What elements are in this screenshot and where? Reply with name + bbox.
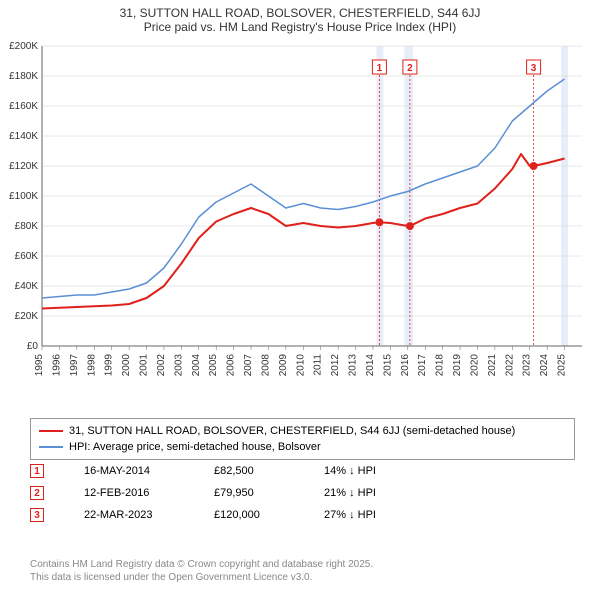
svg-text:2025: 2025 xyxy=(557,354,568,377)
svg-text:£120K: £120K xyxy=(9,161,38,172)
svg-text:£20K: £20K xyxy=(15,311,39,322)
svg-text:£60K: £60K xyxy=(15,251,39,262)
svg-text:2001: 2001 xyxy=(139,354,150,377)
legend-swatch xyxy=(39,446,63,448)
marker-diff: 21% ↓ HPI xyxy=(324,487,424,499)
marker-diff: 27% ↓ HPI xyxy=(324,509,424,521)
markers-table: 1 16-MAY-2014£82,50014% ↓ HPI 2 12-FEB-2016… xyxy=(30,460,424,526)
legend-row: 31, SUTTON HALL ROAD, BOLSOVER, CHESTERF… xyxy=(39,423,566,439)
footer-line2: This data is licensed under the Open Gov… xyxy=(30,571,373,584)
svg-text:£200K: £200K xyxy=(9,41,38,52)
svg-text:2015: 2015 xyxy=(382,354,393,377)
chart-subtitle: Price paid vs. HM Land Registry's House … xyxy=(0,20,600,38)
svg-text:2012: 2012 xyxy=(330,354,341,377)
svg-text:2009: 2009 xyxy=(278,354,289,377)
svg-text:£100K: £100K xyxy=(9,191,38,202)
marker-date: 12-FEB-2016 xyxy=(84,487,214,499)
svg-text:2003: 2003 xyxy=(173,354,184,377)
svg-text:2000: 2000 xyxy=(121,354,132,377)
svg-text:2013: 2013 xyxy=(348,354,359,377)
marker-diff: 14% ↓ HPI xyxy=(324,465,424,477)
marker-number-box: 2 xyxy=(30,486,44,500)
svg-text:2005: 2005 xyxy=(208,354,219,377)
marker-row: 2 12-FEB-2016£79,95021% ↓ HPI xyxy=(30,482,424,504)
marker-price: £120,000 xyxy=(214,509,324,521)
svg-text:1995: 1995 xyxy=(34,354,45,377)
svg-text:2016: 2016 xyxy=(400,354,411,377)
svg-text:3: 3 xyxy=(531,63,537,74)
svg-text:2023: 2023 xyxy=(522,354,533,377)
svg-text:1999: 1999 xyxy=(104,354,115,377)
marker-date: 16-MAY-2014 xyxy=(84,465,214,477)
svg-text:£0: £0 xyxy=(27,341,39,352)
chart-svg: £0 £20K £40K £60K £80K £100K £120K £140K £160K £1… xyxy=(0,40,600,410)
svg-text:£80K: £80K xyxy=(15,221,39,232)
svg-text:£140K: £140K xyxy=(9,131,38,142)
svg-text:1998: 1998 xyxy=(86,354,97,377)
svg-text:2022: 2022 xyxy=(504,354,515,377)
svg-text:2017: 2017 xyxy=(417,354,428,377)
svg-text:2006: 2006 xyxy=(226,354,237,377)
marker-number-box: 1 xyxy=(30,464,44,478)
svg-text:£160K: £160K xyxy=(9,101,38,112)
marker-number-box: 3 xyxy=(30,508,44,522)
svg-text:2002: 2002 xyxy=(156,354,167,377)
svg-text:2008: 2008 xyxy=(260,354,271,377)
svg-text:2011: 2011 xyxy=(313,354,324,376)
svg-text:2024: 2024 xyxy=(539,354,550,377)
svg-text:2021: 2021 xyxy=(487,354,498,377)
svg-text:2007: 2007 xyxy=(243,354,254,377)
footer-attribution: Contains HM Land Registry data © Crown c… xyxy=(30,558,373,584)
legend-label: 31, SUTTON HALL ROAD, BOLSOVER, CHESTERF… xyxy=(69,425,515,437)
svg-text:2019: 2019 xyxy=(452,354,463,377)
svg-text:2004: 2004 xyxy=(191,354,202,377)
legend-row: HPI: Average price, semi-detached house,… xyxy=(39,439,566,455)
svg-text:£180K: £180K xyxy=(9,71,38,82)
marker-price: £79,950 xyxy=(214,487,324,499)
svg-text:1996: 1996 xyxy=(51,354,62,377)
svg-text:2014: 2014 xyxy=(365,354,376,377)
marker-row: 1 16-MAY-2014£82,50014% ↓ HPI xyxy=(30,460,424,482)
chart-area: £0 £20K £40K £60K £80K £100K £120K £140K £160K £1… xyxy=(0,40,600,410)
marker-row: 3 22-MAR-2023£120,00027% ↓ HPI xyxy=(30,504,424,526)
legend-box: 31, SUTTON HALL ROAD, BOLSOVER, CHESTERF… xyxy=(30,418,575,460)
legend-swatch xyxy=(39,430,63,432)
svg-text:1: 1 xyxy=(377,63,383,74)
svg-text:2010: 2010 xyxy=(295,354,306,377)
svg-text:2020: 2020 xyxy=(469,354,480,377)
svg-text:2: 2 xyxy=(407,63,413,74)
marker-price: £82,500 xyxy=(214,465,324,477)
chart-title: 31, SUTTON HALL ROAD, BOLSOVER, CHESTERF… xyxy=(0,0,600,20)
marker-date: 22-MAR-2023 xyxy=(84,509,214,521)
svg-text:2018: 2018 xyxy=(435,354,446,377)
footer-line1: Contains HM Land Registry data © Crown c… xyxy=(30,558,373,571)
svg-text:1997: 1997 xyxy=(69,354,80,377)
legend-label: HPI: Average price, semi-detached house,… xyxy=(69,441,321,453)
svg-text:£40K: £40K xyxy=(15,281,39,292)
